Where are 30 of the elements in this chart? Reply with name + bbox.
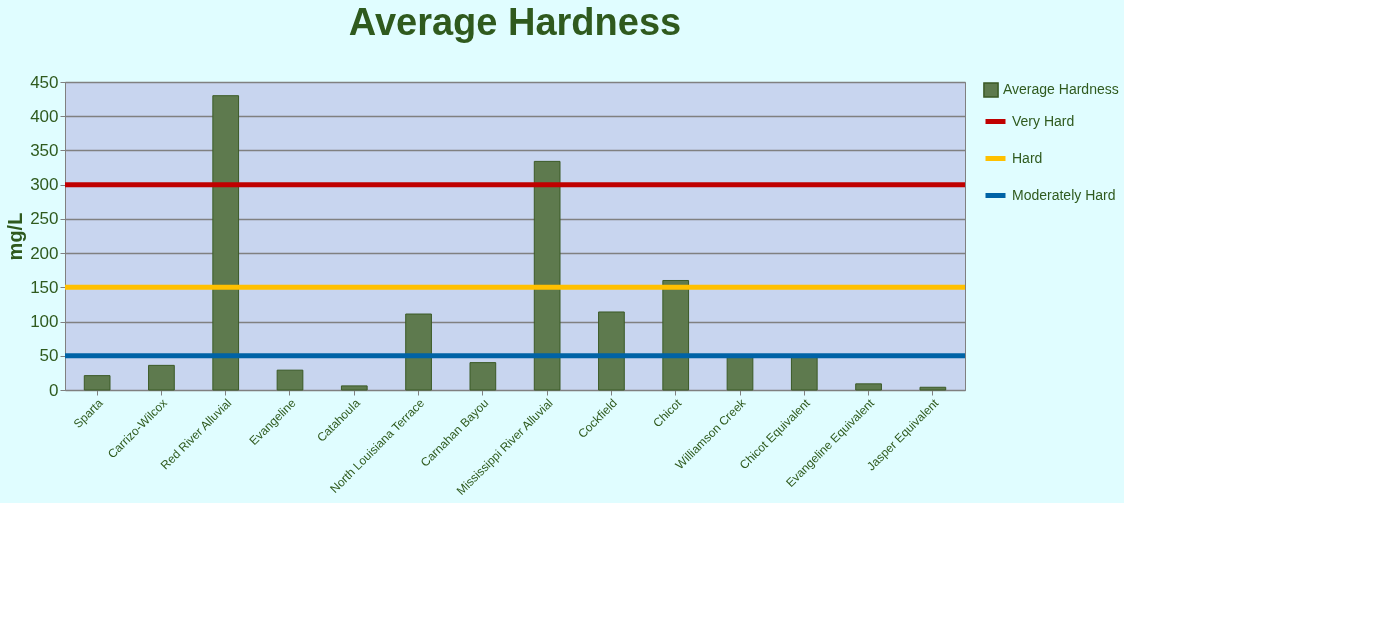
y-tick-label: 200 <box>30 243 59 263</box>
y-tick-label: 350 <box>30 140 59 160</box>
bar <box>598 311 625 391</box>
y-tick-label: 100 <box>30 312 59 332</box>
bar <box>405 313 432 391</box>
bar <box>276 369 304 391</box>
y-tick-label: 450 <box>30 72 59 92</box>
bar <box>340 385 368 391</box>
y-tick-label: 50 <box>39 346 59 366</box>
legend-label: Hard <box>1012 149 1043 166</box>
legend-label: Very Hard <box>1012 112 1075 129</box>
y-tick-label: 300 <box>30 175 59 195</box>
legend-label: Average Hardness <box>1003 81 1119 97</box>
y-tick-label: 150 <box>30 277 59 297</box>
bar <box>726 356 754 391</box>
bar <box>790 356 818 391</box>
chart-title: Average Hardness <box>348 1 682 43</box>
y-tick-label: 0 <box>49 380 59 400</box>
bar <box>662 279 690 391</box>
y-tick-label: 400 <box>30 106 59 126</box>
bar <box>469 362 497 391</box>
bar <box>533 160 561 391</box>
bar <box>212 95 240 391</box>
y-axis-title: mg/L <box>4 212 27 261</box>
legend-label: Moderately Hard <box>1012 186 1116 203</box>
y-tick-label: 250 <box>30 209 59 229</box>
bar <box>855 383 882 391</box>
bar <box>148 364 175 391</box>
bar <box>919 386 947 391</box>
bar <box>83 375 111 391</box>
